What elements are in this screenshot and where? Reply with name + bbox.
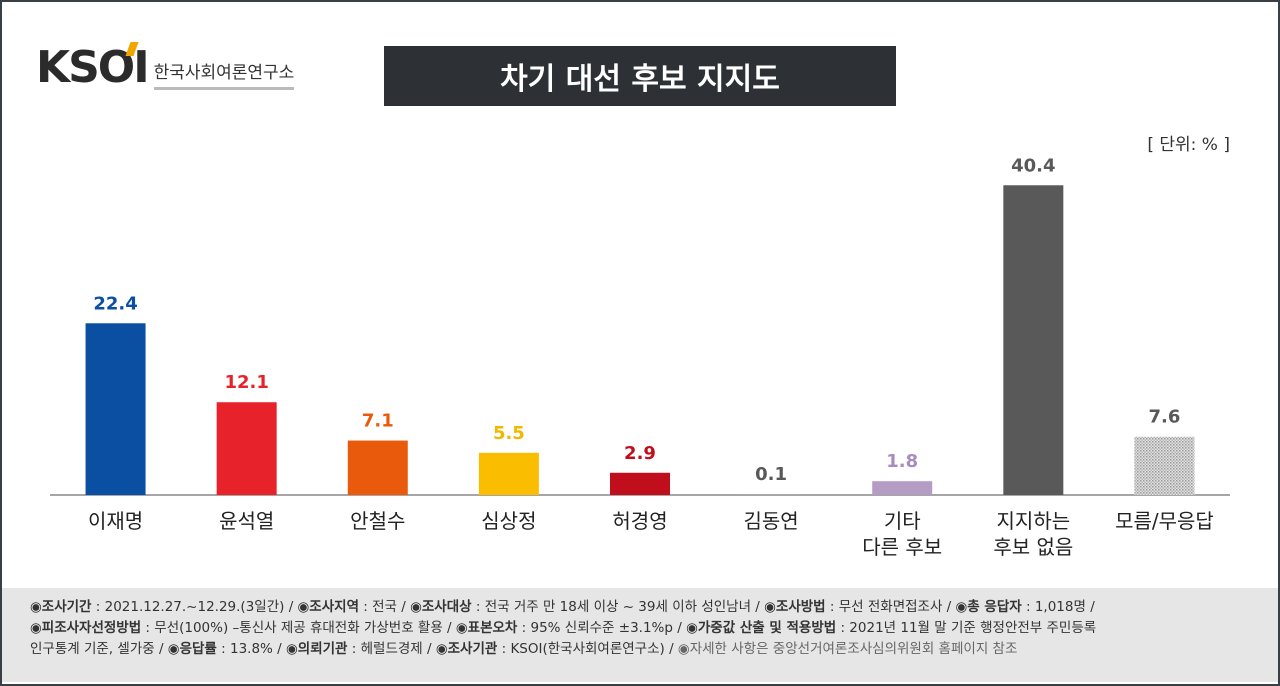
bar-5 — [741, 494, 802, 495]
footer-key: ◉가중값 산출 및 적용방법 — [686, 620, 837, 636]
footer-note: ◉자세한 사항은 중앙선거여론조사심의위원회 홈페이지 참조 — [677, 641, 1018, 657]
category-label-7-0: 지지하는 — [997, 509, 1071, 533]
data-label-4: 2.9 — [624, 443, 656, 464]
bar-4 — [610, 472, 670, 495]
bar-3 — [478, 452, 539, 495]
data-label-8: 7.6 — [1148, 407, 1180, 428]
page-title: 차기 대선 후보 지지도 — [384, 46, 896, 106]
footer-value: : 2021년 11월 말 기준 행정안전부 주민등록 — [836, 620, 1097, 636]
footer-line-3: 인구통계 기준, 셀가중 / ◉응답률 : 13.8% / ◉의뢰기관 : 헤럴… — [30, 639, 1278, 660]
data-label-3: 5.5 — [493, 423, 525, 444]
footer-value: : 13.8% / — [216, 641, 286, 657]
footer-key: ◉조사기간 — [30, 599, 92, 615]
footer-line-1: ◉조사기간 : 2021.12.27.~12.29.(3일간) / ◉조사지역 … — [30, 597, 1278, 618]
category-label-6-1: 다른 후보 — [862, 535, 942, 559]
data-label-2: 7.1 — [362, 411, 394, 432]
category-label-1-0: 윤석열 — [219, 509, 274, 533]
logo-mark: KSOI — [36, 42, 150, 93]
footer-key: ◉조사방법 — [764, 599, 826, 615]
data-label-0: 22.4 — [93, 293, 137, 314]
category-label-2-0: 안철수 — [350, 509, 405, 533]
bar-6 — [872, 481, 933, 495]
data-label-5: 0.1 — [755, 464, 787, 485]
bar-0 — [85, 323, 146, 495]
footer-value: : 헤럴드경제 / — [347, 641, 436, 657]
category-label-6-0: 기타 — [884, 509, 921, 533]
footer-key: ◉조사지역 — [297, 599, 359, 615]
footer-value: : 무선(100%) –통신사 제공 휴대전화 가상번호 활용 / — [141, 620, 456, 636]
bar-8 — [1134, 436, 1195, 495]
logo-subtitle: 한국사회여론연구소 — [153, 63, 295, 90]
bar-chart: 22.4 이재명 12.1 윤석열 7.1 안철수 5.5 심상정 2.9 허경영 0.1 김동연 1.… — [50, 155, 1230, 559]
unit-label: [ 단위: % ] — [1147, 135, 1230, 155]
bar-1 — [216, 402, 277, 495]
footer-key: ◉피조사자선정방법 — [30, 620, 142, 636]
footer-value: 인구통계 기준, 셀가중 / — [30, 641, 168, 657]
data-label-1: 12.1 — [224, 372, 268, 393]
footer-value: : 전국 거주 만 18세 이상 ~ 39세 이하 성인남녀 / — [471, 599, 765, 615]
category-label-5-0: 김동연 — [744, 509, 799, 533]
footer-value: : 2021.12.27.~12.29.(3일간) / — [91, 599, 298, 615]
category-label-3-0: 심상정 — [481, 509, 536, 533]
footer-value: : 전국 / — [359, 599, 411, 615]
category-label-0-0: 이재명 — [88, 509, 143, 533]
footer-key: ◉총 응답자 — [955, 599, 1022, 615]
bar-2 — [347, 440, 408, 495]
data-label-7: 40.4 — [1011, 155, 1055, 176]
footer-value: : 무선 전화면접조사 / — [825, 599, 956, 615]
category-label-4-0: 허경영 — [612, 509, 667, 533]
category-label-8-0: 모름/무응답 — [1115, 509, 1214, 533]
bar-7 — [1003, 185, 1064, 495]
footer-value: : 1,018명 / — [1021, 599, 1095, 615]
footer-value: : 95% 신뢰수준 ±3.1%p / — [517, 620, 687, 636]
footer-key: ◉의뢰기관 — [286, 641, 348, 657]
footer-key: ◉조사기관 — [435, 641, 498, 657]
category-label-7-1: 후보 없음 — [993, 535, 1073, 559]
footer-value: : KSOI(한국사회여론연구소) / — [497, 641, 678, 657]
ksoi-logo: KSOI 한국사회여론연구소 — [36, 42, 295, 93]
footer-key: ◉응답률 — [167, 641, 217, 657]
data-label-6: 1.8 — [886, 451, 918, 472]
footer-line-2: ◉피조사자선정방법 : 무선(100%) –통신사 제공 휴대전화 가상번호 활… — [30, 618, 1278, 639]
footer-key: ◉조사대상 — [410, 599, 472, 615]
survey-footer: ◉조사기간 : 2021.12.27.~12.29.(3일간) / ◉조사지역 … — [2, 588, 1278, 682]
footer-key: ◉표본오차 — [455, 620, 518, 636]
